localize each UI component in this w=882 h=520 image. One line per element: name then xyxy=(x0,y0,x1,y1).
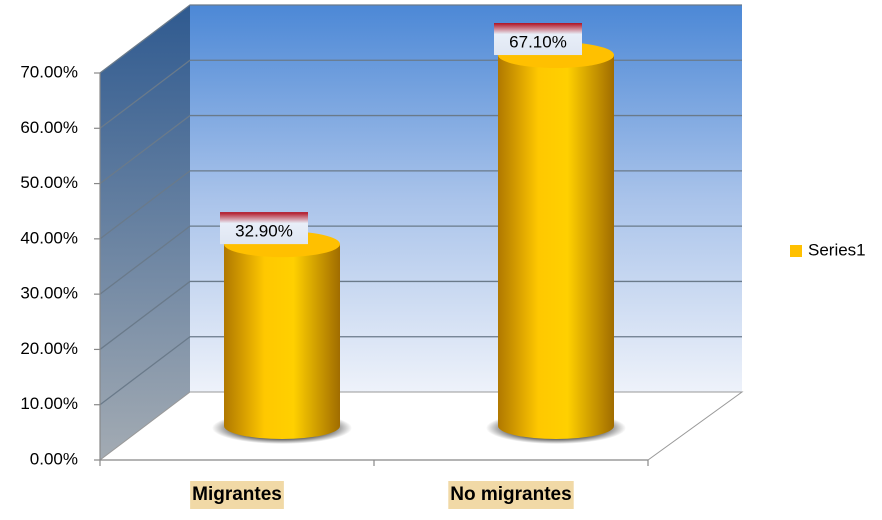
grid-line xyxy=(99,4,742,74)
y-tick-label: 60.00% xyxy=(20,118,78,137)
data-label-box xyxy=(220,212,308,245)
x-tick-label: No migrantes xyxy=(450,484,571,505)
bar-body xyxy=(224,244,340,439)
bar xyxy=(224,231,340,439)
y-tick-label: 0.00% xyxy=(30,449,78,468)
data-label: 32.90% xyxy=(235,222,293,241)
x-tick-label: Migrantes xyxy=(192,484,282,505)
y-tick-label: 50.00% xyxy=(20,173,78,192)
y-tick-label: 70.00% xyxy=(20,62,78,81)
y-tick-label: 40.00% xyxy=(20,228,78,247)
bar xyxy=(498,42,614,439)
legend-label: Series1 xyxy=(808,240,866,259)
x-label-bg xyxy=(448,481,574,509)
data-label-box xyxy=(494,23,582,56)
bar-body xyxy=(498,55,614,439)
legend-swatch xyxy=(790,245,802,257)
y-tick-label: 20.00% xyxy=(20,339,78,358)
y-tick-label: 30.00% xyxy=(20,284,78,303)
data-label: 67.10% xyxy=(509,33,567,52)
x-label-bg xyxy=(190,481,284,509)
floor xyxy=(98,391,744,461)
side-wall xyxy=(100,5,190,460)
y-tick-label: 10.00% xyxy=(20,394,78,413)
